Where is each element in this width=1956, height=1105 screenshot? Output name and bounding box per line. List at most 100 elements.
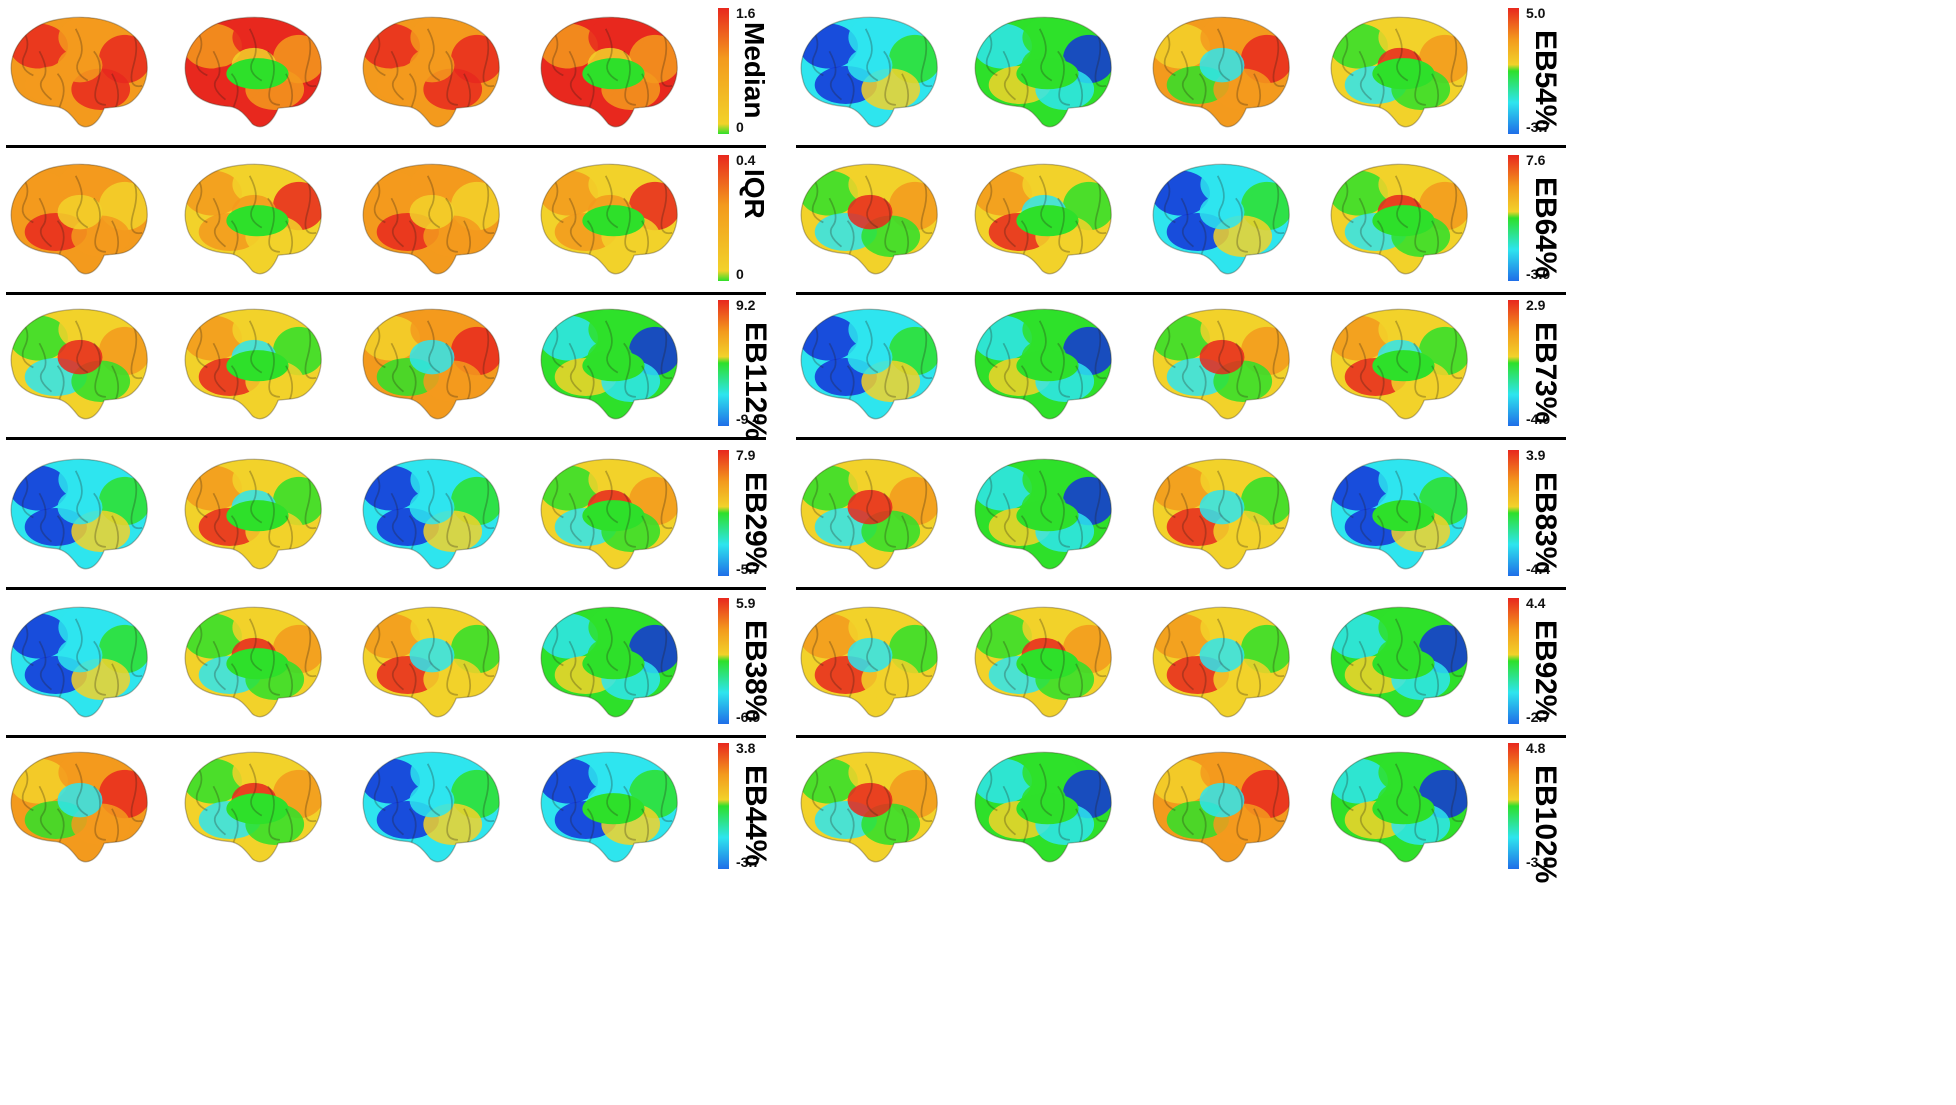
brain-view-2: [974, 458, 1112, 570]
colorbar-max-label: 2.9: [1526, 297, 1546, 313]
brain-view-4: [1330, 308, 1468, 420]
panel-label: EB38%: [739, 620, 772, 722]
colorbar-max-label: 9.2: [736, 297, 756, 313]
colorbar: [718, 743, 729, 869]
variance-percent: 4%: [739, 823, 772, 867]
panel-label: EB102%: [1529, 765, 1562, 884]
panel-eb8: 3.9 -4.4 EB83%: [790, 442, 1570, 587]
colorbar-max-label: 7.9: [736, 447, 756, 463]
panel-eb3: 5.9 -6.9 EB38%: [0, 590, 780, 735]
variance-percent: 2%: [1529, 840, 1562, 884]
panel-label: EB44%: [739, 765, 772, 867]
colorbar: [718, 8, 729, 134]
colorbar-min-label: -3.7: [736, 854, 761, 870]
colorbar: [718, 155, 729, 281]
brain-view-4: [540, 606, 678, 718]
brain-view-1: [800, 163, 938, 275]
colorbar: [718, 450, 729, 576]
colorbar: [718, 300, 729, 426]
row-separator: [6, 145, 766, 148]
panel-label: EB29%: [739, 472, 772, 574]
variance-percent: 3%: [1529, 380, 1562, 424]
panel-name: Median: [739, 22, 770, 119]
brain-view-1: [800, 16, 938, 128]
colorbar: [718, 598, 729, 724]
variance-percent: 12%: [739, 380, 772, 441]
brain-view-2: [184, 16, 322, 128]
brain-view-1: [10, 308, 148, 420]
colorbar: [1508, 743, 1519, 869]
panel-name: EB3: [739, 620, 772, 679]
colorbar: [1508, 8, 1519, 134]
colorbar-max-label: 3.9: [1526, 447, 1546, 463]
panel-label: EB73%: [1529, 322, 1562, 424]
colorbar-max-label: 4.4: [1526, 595, 1546, 611]
variance-percent: 4%: [1529, 235, 1562, 279]
panel-label: EB83%: [1529, 472, 1562, 574]
colorbar-min-label: -4.0: [1526, 411, 1551, 427]
panel-name: EB9: [1529, 620, 1562, 679]
row-separator: [6, 437, 766, 440]
brain-view-1: [800, 308, 938, 420]
brain-view-1: [10, 458, 148, 570]
colorbar-min-label: -3.0: [1526, 266, 1551, 282]
brain-view-1: [10, 163, 148, 275]
panel-name: EB1: [739, 322, 772, 381]
panel-label: EB64%: [1529, 177, 1562, 279]
brain-view-2: [184, 606, 322, 718]
panel-iqr: 0.4 0 IQR: [0, 147, 780, 292]
brain-view-3: [1152, 16, 1290, 128]
panel-eb7: 2.9 -4.0 EB73%: [790, 292, 1570, 437]
brain-view-2: [974, 308, 1112, 420]
brain-view-2: [974, 606, 1112, 718]
colorbar: [1508, 450, 1519, 576]
brain-view-3: [1152, 308, 1290, 420]
colorbar-max-label: 5.9: [736, 595, 756, 611]
brain-view-1: [10, 16, 148, 128]
colorbar-min-label: -3.7: [1526, 119, 1551, 135]
brain-view-4: [1330, 163, 1468, 275]
panel-name: EB10: [1529, 765, 1562, 841]
brain-view-4: [540, 751, 678, 863]
colorbar-max-label: 7.6: [1526, 152, 1546, 168]
panel-label: IQR: [739, 169, 770, 219]
colorbar-max-label: 0.4: [736, 152, 756, 168]
row-separator: [796, 587, 1566, 590]
colorbar: [1508, 300, 1519, 426]
panel-name: EB7: [1529, 322, 1562, 381]
row-separator: [6, 292, 766, 295]
brain-view-3: [362, 458, 500, 570]
brain-view-4: [1330, 606, 1468, 718]
brain-view-1: [800, 751, 938, 863]
panel-name: EB4: [739, 765, 772, 824]
brain-view-2: [184, 308, 322, 420]
row-separator: [6, 587, 766, 590]
brain-view-4: [540, 16, 678, 128]
colorbar-max-label: 3.8: [736, 740, 756, 756]
panel-eb10: 4.8 -3.1 EB102%: [790, 735, 1570, 884]
colorbar-min-label: -3.1: [1526, 854, 1551, 870]
panel-name: IQR: [739, 169, 770, 219]
panel-name: EB2: [739, 472, 772, 531]
variance-percent: 3%: [1529, 530, 1562, 574]
variance-percent: 8%: [739, 678, 772, 722]
panel-eb2: 7.9 -5.7 EB29%: [0, 442, 780, 587]
brain-view-2: [184, 163, 322, 275]
row-separator: [796, 437, 1566, 440]
panel-label: EB54%: [1529, 30, 1562, 132]
colorbar: [1508, 155, 1519, 281]
panel-eb5: 5.0 -3.7 EB54%: [790, 0, 1570, 145]
colorbar-min-label: -2.7: [1526, 709, 1551, 725]
colorbar-min-label: -6.9: [736, 709, 761, 725]
brain-view-4: [1330, 16, 1468, 128]
panel-eb6: 7.6 -3.0 EB64%: [790, 147, 1570, 292]
brain-view-2: [974, 16, 1112, 128]
brain-view-4: [540, 163, 678, 275]
brain-view-4: [540, 308, 678, 420]
brain-view-3: [1152, 458, 1290, 570]
panel-label: EB112%: [739, 322, 772, 441]
row-separator: [6, 735, 766, 738]
panel-eb1: 9.2 -9.4 EB112%: [0, 292, 780, 441]
brain-view-3: [362, 606, 500, 718]
